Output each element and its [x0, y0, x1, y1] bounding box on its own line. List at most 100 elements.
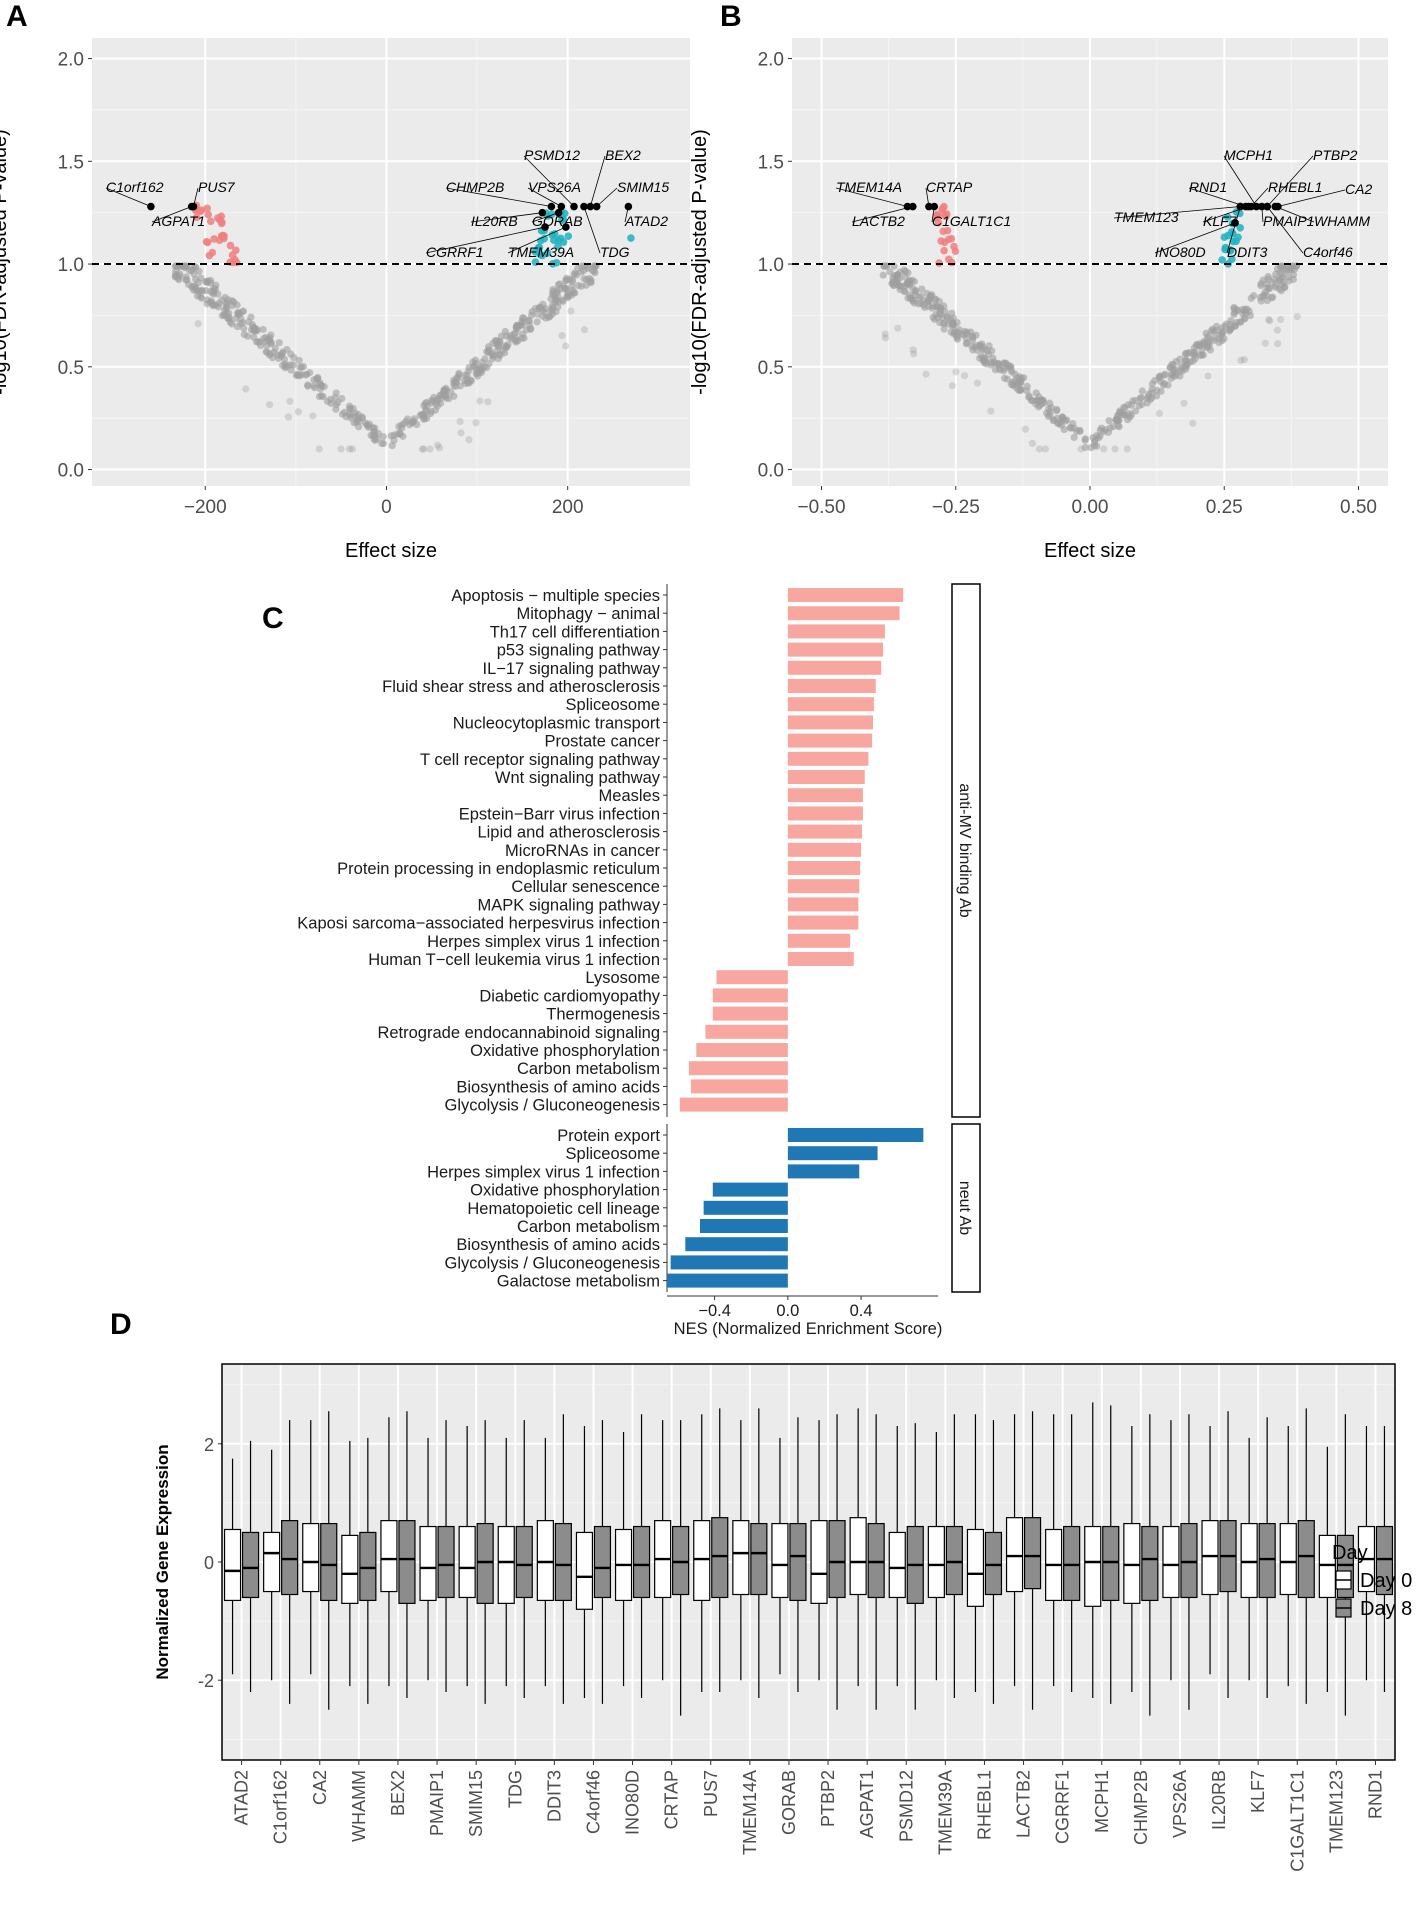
significant-point: [217, 219, 226, 228]
x-tick-label: −200: [184, 497, 227, 518]
labelled-point: [592, 202, 601, 211]
scatter-point: [546, 312, 554, 320]
scatter-point: [1182, 355, 1190, 363]
scatter-point: [953, 332, 961, 340]
scatter-point: [1113, 416, 1121, 425]
y-tick-label: 2: [204, 1435, 214, 1455]
significant-point: [543, 249, 552, 257]
scatter-point: [284, 413, 293, 421]
scatter-point: [457, 429, 465, 437]
labelled-point: [930, 202, 939, 211]
scatter-point: [562, 276, 570, 285]
significant-point: [218, 233, 227, 241]
significant-point: [554, 242, 562, 251]
scatter-point: [188, 266, 196, 275]
box: [1240, 1522, 1258, 1599]
pathway-label: Measles: [599, 787, 660, 805]
x-axis-title: Effect size: [345, 540, 437, 562]
scatter-point: [1070, 433, 1078, 442]
pathway-label: Fluid shear stress and atherosclerosis: [382, 678, 660, 696]
box: [281, 1520, 299, 1596]
scatter-point: [1240, 356, 1248, 364]
scatter-point: [252, 338, 261, 346]
scatter-point: [1016, 385, 1024, 393]
pathway-label: Diabetic cardiomyopathy: [479, 987, 660, 1005]
label-connector: [1266, 206, 1304, 254]
scatter-point: [1196, 351, 1205, 360]
scatter-point: [1181, 350, 1190, 358]
pathway-label: Lysosome: [585, 969, 660, 987]
enrichment-bar: [787, 1164, 860, 1179]
enrichment-bar: [787, 952, 854, 966]
x-tick-label: TDG: [505, 1770, 525, 1808]
scatter-point: [552, 308, 560, 316]
labelled-point: [547, 202, 556, 211]
scatter-point: [436, 391, 444, 400]
gene-label: RND1: [1189, 179, 1227, 195]
scatter-point: [184, 280, 193, 289]
scatter-point: [225, 315, 233, 323]
scatter-point: [207, 276, 215, 285]
gene-label: BEX2: [605, 147, 641, 163]
pathway-label: Nucleocytoplasmic transport: [453, 714, 661, 732]
scatter-point: [1013, 374, 1021, 382]
legend-label: Day 0: [1360, 1570, 1412, 1592]
box: [1180, 1522, 1198, 1599]
enrichment-bar: [703, 1200, 788, 1215]
scatter-point: [1035, 445, 1044, 453]
scatter-point: [365, 420, 374, 428]
label-connector: [1154, 222, 1236, 254]
scatter-point: [1274, 276, 1283, 284]
scatter-point: [1094, 434, 1103, 442]
scatter-point: [567, 307, 575, 315]
gene-label: C1orf162: [106, 179, 164, 195]
scatter-point: [1265, 315, 1273, 324]
labelled-point: [1231, 219, 1239, 227]
scatter-point: [450, 392, 458, 400]
x-tick-label: 0.50: [1340, 497, 1377, 518]
significant-point: [1234, 233, 1242, 242]
label-connector: [507, 226, 567, 254]
x-tick-label: 0.0: [776, 1302, 799, 1320]
significant-point: [564, 232, 573, 240]
labelled-point: [570, 202, 578, 211]
scatter-point: [948, 323, 957, 331]
scatter-point: [1155, 373, 1163, 381]
scatter-point: [315, 380, 324, 388]
box: [1141, 1525, 1159, 1602]
scatter-point: [295, 356, 303, 364]
scatter-point: [925, 296, 933, 304]
scatter-point: [1261, 339, 1269, 347]
scatter-point: [580, 275, 588, 283]
scatter-point: [1243, 305, 1251, 313]
x-tick-label: RND1: [1365, 1770, 1385, 1819]
x-tick-label: CGRRF1: [1053, 1770, 1073, 1844]
scatter-point: [504, 341, 512, 349]
x-tick-label: RHEBL1: [974, 1770, 994, 1840]
scatter-point: [452, 382, 460, 390]
enrichment-bar: [787, 1146, 878, 1161]
enrichment-bar: [787, 697, 874, 712]
box: [1084, 1525, 1102, 1607]
pathway-label: IL−17 signaling pathway: [482, 660, 660, 678]
scatter-point: [894, 324, 902, 332]
scatter-point: [513, 325, 522, 333]
scatter-point: [587, 276, 595, 284]
enrichment-bar: [787, 642, 884, 657]
scatter-point: [345, 402, 354, 410]
x-tick-label: SMIM15: [466, 1770, 486, 1837]
y-axis-title: -log10(FDR-adjusted P-value): [0, 129, 11, 395]
scatter-point: [341, 408, 349, 416]
scatter-point: [1226, 325, 1234, 333]
box: [302, 1522, 320, 1593]
scatter-point: [1290, 265, 1299, 273]
significant-point: [942, 212, 950, 221]
scatter-point: [175, 276, 183, 284]
labelled-point: [1271, 202, 1280, 211]
label-connector: [1250, 187, 1269, 207]
pathway-label: Apoptosis − multiple species: [451, 587, 660, 605]
significant-point: [950, 242, 958, 251]
scatter-point: [932, 310, 940, 318]
scatter-point: [1145, 390, 1153, 398]
significant-point: [202, 237, 211, 246]
